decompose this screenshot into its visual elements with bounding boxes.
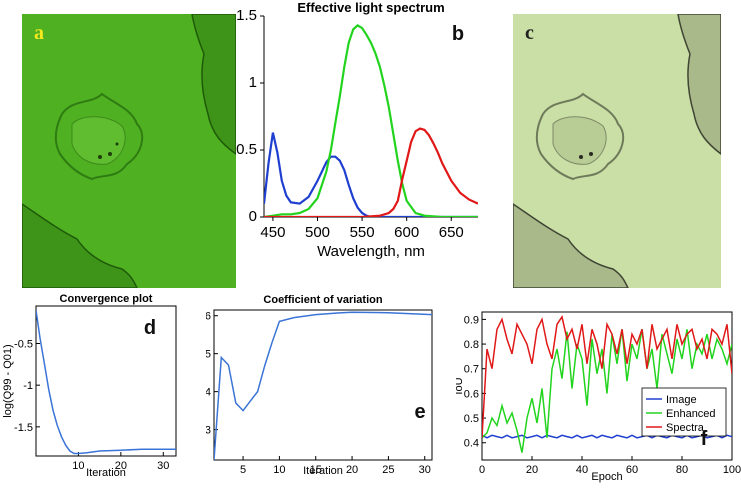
- chart-b-svg: Effective light spectrum 450 500 550 600 650 0…: [236, 0, 478, 260]
- chart-e-y-tick-label: 0.4: [206, 387, 211, 399]
- chart-e-series-line-cv: [214, 311, 432, 460]
- chart-b-y-tick-label: 1: [249, 74, 257, 91]
- chart-d-y-tick-label: -1: [23, 380, 33, 392]
- micrograph-c: c: [513, 14, 721, 288]
- chart-d-y-label: log(Q99 - Q01): [2, 344, 14, 417]
- chart-f-series-line-enhanced: [482, 329, 732, 453]
- chart-d-x-label: Iteration: [86, 467, 126, 479]
- micrograph-a-granule: [115, 142, 119, 146]
- chart-b-x-tick-label: 450: [260, 224, 285, 241]
- chart-e-frame: [213, 309, 433, 461]
- chart-e-y-tick-label: 0.6: [206, 311, 211, 323]
- chart-f-series-line-spectra: [482, 315, 732, 438]
- micrograph-a: a: [22, 14, 236, 288]
- micrograph-a-edge-cells-right: [191, 14, 236, 155]
- chart-f-y-tick-label: 0.5: [464, 413, 479, 425]
- micrograph-c-cell-inner: [552, 116, 607, 165]
- chart-e-x-tick-label: 15: [310, 464, 322, 476]
- chart-e-y-tick-label: 0.5: [206, 349, 211, 361]
- chart-d-frame: [35, 305, 177, 457]
- micrograph-c-edge-cells-bottom: [513, 203, 629, 288]
- chart-d-x-tick-label: 30: [157, 460, 169, 472]
- chart-e-x-tick-label: 20: [346, 464, 358, 476]
- chart-e-x-tick-label: 30: [419, 464, 431, 476]
- chart-f-x-tick-label: 0: [479, 464, 485, 476]
- chart-f-x-tick-label: 80: [676, 464, 688, 476]
- chart-b-x-tick-label: 650: [439, 224, 464, 241]
- chart-d-y-tick-label: -0.5: [14, 339, 33, 351]
- chart-e-x-tick-label: 10: [273, 464, 285, 476]
- chart-f-x-tick-label: 60: [626, 464, 638, 476]
- chart-f-svg: 0 20 40 60 80 100 0.4 0.5 0.6 0.7 0.8 0.9 Epoch IoU Im…: [453, 311, 741, 483]
- chart-d-y-tick-label: -1.5: [14, 422, 33, 434]
- micrograph-a-cell-inner: [71, 116, 126, 165]
- chart-f-x-tick-label: 100: [723, 464, 741, 476]
- micrograph-a-granule: [108, 152, 112, 156]
- chart-f-y-tick-label: 0.9: [464, 314, 479, 326]
- chart-b-x-tick-label: 600: [394, 224, 419, 241]
- chart-e-x-label: Iteration: [303, 465, 343, 477]
- chart-f-legend-box: [641, 387, 727, 437]
- chart-f-x-tick-label: 20: [526, 464, 538, 476]
- chart-d-series-line-convergence: [36, 310, 176, 455]
- chart-d-svg: Convergence plot 10 20 30 -0.5 -1 -1.5 Iteratio…: [2, 293, 177, 479]
- chart-e-y-tick-label: 0.3: [206, 425, 211, 437]
- chart-b-y-tick-label: 0: [249, 208, 257, 225]
- chart-d-title: Convergence plot: [60, 293, 153, 305]
- chart-d: Convergence plot 10 20 30 -0.5 -1 -1.5 Iteratio…: [0, 290, 206, 480]
- chart-b-series-line-blue: [264, 132, 478, 217]
- chart-f-legend-label: Spectra: [666, 422, 705, 434]
- micrograph-c-granule: [589, 152, 593, 156]
- chart-b-title: Effective light spectrum: [297, 0, 444, 15]
- chart-b-x-tick-label: 550: [350, 224, 375, 241]
- chart-b-series-line-red: [264, 127, 478, 217]
- panel-label-b: b: [452, 23, 464, 45]
- micrograph-c-edge-cells-right: [677, 14, 721, 155]
- panel-label-d: d: [144, 317, 156, 339]
- chart-d-x-tick-label: 10: [72, 460, 84, 472]
- micrograph-c-cell: [535, 92, 625, 181]
- chart-f-y-tick-label: 0.6: [464, 388, 479, 400]
- micrograph-c-image: [513, 14, 721, 288]
- chart-f-y-label: IoU: [456, 377, 465, 394]
- chart-f-frame: [481, 311, 733, 461]
- micrograph-a-cell: [54, 92, 144, 181]
- chart-f-legend-label: Image: [666, 394, 697, 406]
- chart-f-legend-label: Enhanced: [666, 408, 716, 420]
- chart-b-series-line-green: [264, 24, 478, 217]
- chart-d-x-tick-label: 20: [115, 460, 127, 472]
- micrograph-a-edge-cells-bottom: [22, 203, 138, 288]
- chart-b-y-tick-label: 0.5: [236, 141, 257, 158]
- chart-b-x-tick-label: 500: [305, 224, 330, 241]
- chart-e-svg: Coefficient of variation 5 10 15 20 25 30 0.3 0.…: [192, 294, 433, 477]
- panel-label-a: a: [34, 22, 44, 44]
- chart-e: Coefficient of variation 5 10 15 20 25 30 0.3 0.…: [192, 290, 456, 480]
- chart-f-x-tick-label: 40: [576, 464, 588, 476]
- micrograph-c-granule: [579, 155, 583, 159]
- micrograph-a-image: [22, 14, 236, 288]
- chart-b: Effective light spectrum 450 500 550 600 650 0…: [236, 0, 494, 262]
- micrograph-a-granule: [98, 155, 102, 159]
- chart-e-x-tick-label: 5: [240, 464, 246, 476]
- panel-label-f: f: [701, 428, 708, 450]
- chart-f-x-label: Epoch: [591, 471, 622, 483]
- panel-label-c: c: [525, 22, 534, 44]
- chart-e-x-tick-label: 25: [382, 464, 394, 476]
- chart-b-x-label: Wavelength, nm: [317, 243, 425, 260]
- chart-f-y-tick-label: 0.7: [464, 364, 479, 376]
- panel-label-e: e: [414, 401, 425, 423]
- chart-e-title: Coefficient of variation: [263, 294, 382, 306]
- chart-b-y-tick-label: 1.5: [236, 7, 257, 24]
- chart-f: 0 20 40 60 80 100 0.4 0.5 0.6 0.7 0.8 0.9 Epoch IoU Im…: [453, 290, 741, 484]
- chart-f-y-tick-label: 0.4: [464, 438, 479, 450]
- chart-f-y-tick-label: 0.8: [464, 339, 479, 351]
